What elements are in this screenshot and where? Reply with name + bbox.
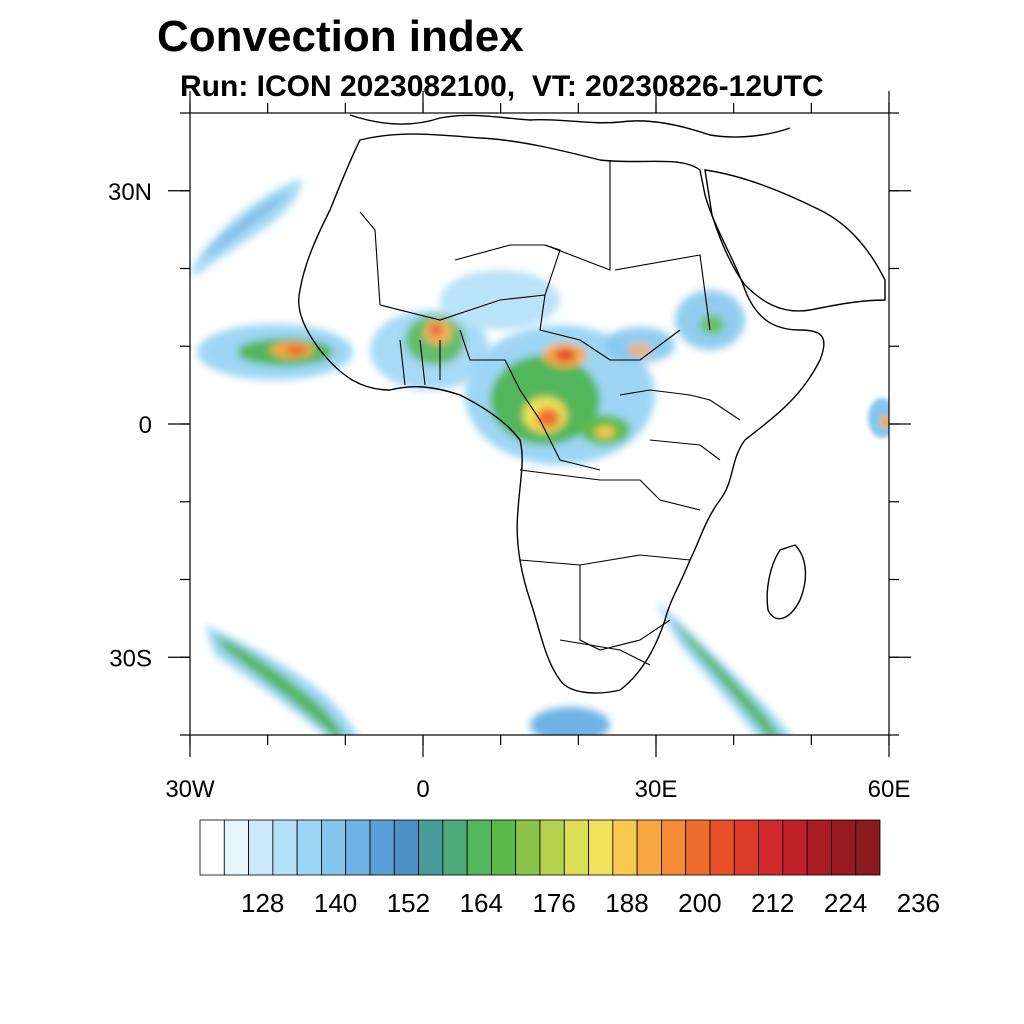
madagascar-coastline (766, 544, 807, 620)
colorbar-swatch (296, 819, 322, 876)
europe-coastline (349, 114, 791, 138)
field-south-atlantic-band (205, 625, 358, 735)
colorbar-swatch (248, 819, 274, 876)
colorbar-swatch (418, 819, 444, 876)
colorbar-swatch (199, 819, 225, 876)
map-axes: 30W 0 30E 60E 30N 0 30S (108, 91, 911, 803)
colorbar-label: 128 (241, 888, 284, 918)
colorbar-label: 176 (532, 888, 575, 918)
colorbar-swatch (515, 819, 541, 876)
colorbar-swatch (831, 819, 857, 876)
colorbar-label: 200 (678, 888, 721, 918)
country-borders (359, 160, 741, 666)
convection-field (192, 178, 889, 735)
field-ethiopia (605, 290, 745, 363)
field-central-africa (465, 325, 655, 465)
colorbar-swatch (758, 819, 784, 876)
colorbar-label: 152 (387, 888, 430, 918)
colorbar-swatch (782, 819, 808, 876)
colorbar-swatch (369, 819, 395, 876)
colorbar-label: 236 (897, 888, 940, 918)
colorbar-label: 140 (314, 888, 357, 918)
arabia-coastline (704, 169, 886, 312)
colorbar-swatch (612, 819, 638, 876)
coastlines (298, 114, 886, 694)
field-north-atlantic-band (192, 178, 301, 278)
colorbar-swatch (588, 819, 614, 876)
colorbar-swatch (491, 819, 517, 876)
africa-coastline (298, 133, 825, 694)
field-indian-ocean (868, 398, 889, 438)
colorbar-swatch (685, 819, 711, 876)
colorbar-swatch (272, 819, 298, 876)
colorbar-swatch (345, 819, 371, 876)
colorbar-swatch (563, 819, 589, 876)
x-tick-label: 30W (165, 776, 215, 803)
colorbar-swatch (709, 819, 735, 876)
colorbar: 128 140 152 164 176 188 200 212 224 236 (199, 819, 940, 918)
colorbar-swatch (321, 819, 347, 876)
field-southeast-band (530, 600, 791, 735)
y-tick-label: 0 (139, 412, 152, 439)
plot-subtitle: Run: ICON 2023082100, VT: 20230826-12UTC (180, 70, 824, 103)
colorbar-label: 224 (824, 888, 867, 918)
colorbar-swatch (806, 819, 832, 876)
colorbar-swatch (223, 819, 249, 876)
x-tick-label: 30E (635, 776, 678, 803)
colorbar-swatch (855, 819, 881, 876)
colorbar-swatch (442, 819, 468, 876)
colorbar-label: 188 (605, 888, 648, 918)
plot-title: Convection index (157, 12, 524, 61)
x-tick-label: 60E (868, 776, 911, 803)
y-tick-label: 30N (108, 179, 152, 206)
colorbar-swatch (466, 819, 492, 876)
colorbar-swatch (733, 819, 759, 876)
field-tropical-atlantic (197, 324, 353, 380)
colorbar-swatch (661, 819, 687, 876)
colorbar-label: 212 (751, 888, 794, 918)
y-tick-label: 30S (109, 645, 152, 672)
colorbar-swatch (636, 819, 662, 876)
colorbar-swatch (539, 819, 565, 876)
colorbar-swatch (393, 819, 419, 876)
colorbar-label: 164 (460, 888, 503, 918)
x-tick-label: 0 (416, 776, 429, 803)
